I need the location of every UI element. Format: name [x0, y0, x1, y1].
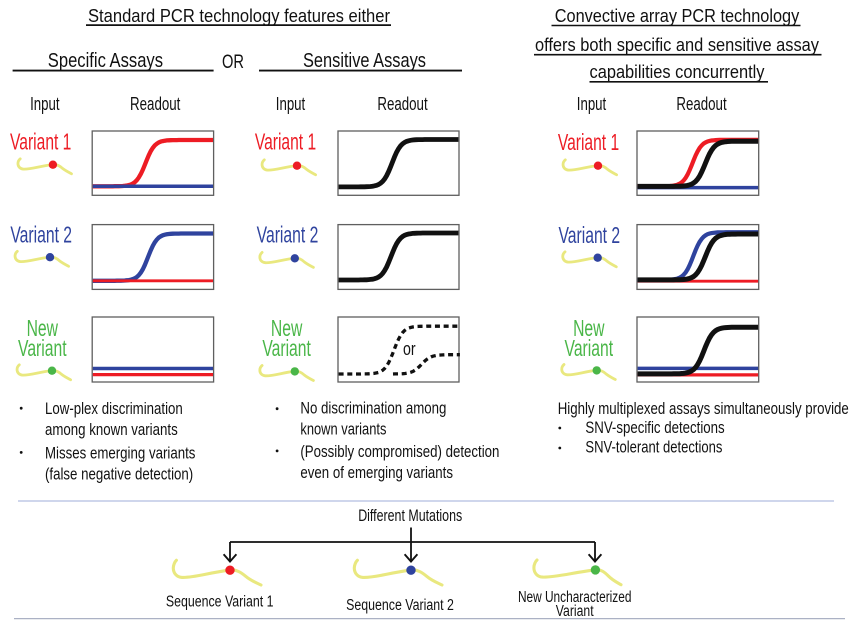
- svg-text:Variant 2: Variant 2: [257, 222, 319, 248]
- svg-text:Variant 1: Variant 1: [10, 128, 71, 154]
- svg-text:or: or: [403, 339, 416, 359]
- svg-text:even of emerging variants: even of emerging variants: [300, 463, 453, 482]
- svg-text:Variant: Variant: [18, 335, 67, 361]
- svg-text:Variant: Variant: [565, 335, 614, 361]
- svg-text:Misses emerging variants: Misses emerging variants: [45, 443, 195, 462]
- svg-text:Variant 1: Variant 1: [558, 129, 619, 155]
- svg-text:Input: Input: [276, 94, 305, 114]
- svg-text:Convective array PCR technolog: Convective array PCR technology: [555, 6, 800, 26]
- svg-text:Specific Assays: Specific Assays: [48, 50, 163, 72]
- svg-text:Sequence Variant 1: Sequence Variant 1: [166, 594, 274, 611]
- svg-text:OR: OR: [222, 52, 244, 73]
- svg-text:Sequence Variant 2: Sequence Variant 2: [346, 597, 454, 614]
- svg-text:Input: Input: [30, 94, 59, 114]
- svg-text:SNV-tolerant detections: SNV-tolerant detections: [585, 438, 722, 457]
- svg-text:Sensitive Assays: Sensitive Assays: [303, 50, 426, 72]
- svg-text:(Possibly compromised) detecti: (Possibly compromised) detection: [300, 442, 499, 461]
- svg-text:Input: Input: [577, 94, 606, 114]
- svg-text:Variant: Variant: [556, 603, 594, 620]
- svg-text:Different Mutations: Different Mutations: [358, 506, 462, 525]
- svg-text:Low-plex discrimination: Low-plex discrimination: [45, 399, 183, 418]
- svg-text:capabilities concurrently: capabilities concurrently: [590, 62, 765, 82]
- svg-text:Readout: Readout: [377, 94, 427, 114]
- svg-text:New: New: [271, 315, 303, 341]
- svg-text:New: New: [27, 315, 59, 341]
- svg-text:Variant 2: Variant 2: [558, 222, 620, 248]
- svg-text:Readout: Readout: [130, 94, 180, 114]
- svg-text:SNV-specific detections: SNV-specific detections: [585, 418, 724, 437]
- svg-text:Variant 2: Variant 2: [10, 222, 72, 248]
- svg-text:Highly multiplexed assays simu: Highly multiplexed assays simultaneously…: [558, 399, 849, 418]
- svg-text:Variant 1: Variant 1: [255, 128, 316, 154]
- svg-text:Standard PCR technology featur: Standard PCR technology features either: [88, 6, 390, 26]
- svg-text:(false negative detection): (false negative detection): [45, 464, 193, 483]
- svg-text:New Uncharacterized: New Uncharacterized: [518, 589, 632, 606]
- svg-text:offers both specific and sensi: offers both specific and sensitive assay: [535, 35, 819, 55]
- svg-text:New: New: [573, 315, 605, 341]
- svg-text:Variant: Variant: [262, 335, 311, 361]
- svg-text:No discrimination among: No discrimination among: [300, 398, 446, 417]
- svg-text:among known variants: among known variants: [45, 420, 178, 439]
- svg-text:Readout: Readout: [676, 94, 726, 114]
- svg-text:known variants: known variants: [300, 419, 386, 438]
